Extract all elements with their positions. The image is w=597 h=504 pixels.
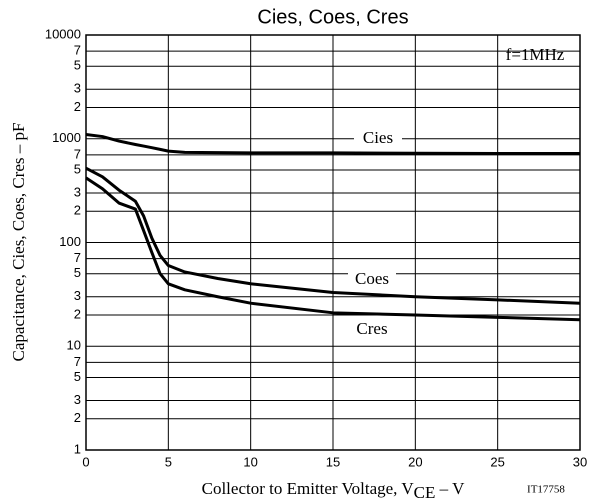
y-tick-label: 5 — [74, 161, 81, 176]
x-tick-label: 20 — [408, 454, 422, 469]
y-tick-label: 10 — [67, 338, 81, 353]
y-tick-label: 2 — [74, 306, 81, 321]
y-tick-label: 5 — [74, 369, 81, 384]
series-label-bg — [354, 129, 402, 149]
annotation: f=1MHz — [506, 45, 565, 64]
y-tick-label: 3 — [74, 81, 81, 96]
series-label-bg — [348, 270, 396, 290]
series-line — [85, 176, 581, 322]
x-axis-label-part: – V — [435, 479, 465, 498]
series-label-bg — [348, 320, 396, 340]
y-tick-label: 1000 — [52, 130, 81, 145]
chart-title: Cies, Coes, Cres — [257, 6, 408, 28]
y-tick-label: 7 — [74, 354, 81, 369]
y-tick-label: 3 — [74, 392, 81, 407]
x-axis-label-part: CE — [414, 483, 436, 502]
y-tick-label: 7 — [74, 43, 81, 58]
series-label: Coes — [355, 269, 389, 288]
x-tick-label: 5 — [165, 454, 172, 469]
x-axis-label: Collector to Emitter Voltage, VCE – V — [202, 479, 465, 502]
y-tick-label: 3 — [74, 288, 81, 303]
x-tick-label: 15 — [326, 454, 340, 469]
y-tick-label: 3 — [74, 184, 81, 199]
y-tick-label: 5 — [74, 265, 81, 280]
y-tick-label: 2 — [74, 99, 81, 114]
y-tick-label: 7 — [74, 146, 81, 161]
y-axis-label: Capacitance, Cies, Coes, Cres – pF — [9, 123, 28, 362]
plot-frame — [85, 34, 581, 451]
x-tick-label: 0 — [82, 454, 89, 469]
y-tick-label: 100 — [59, 234, 81, 249]
y-tick-label: 7 — [74, 250, 81, 265]
y-tick-label: 1 — [74, 441, 81, 456]
x-tick-label: 25 — [490, 454, 504, 469]
y-tick-label: 2 — [74, 410, 81, 425]
series-line — [85, 166, 581, 305]
x-tick-label: 30 — [573, 454, 587, 469]
x-tick-label: 10 — [243, 454, 257, 469]
annotation: IT17758 — [527, 484, 565, 496]
x-axis-label-part: Collector to Emitter Voltage, V — [202, 479, 415, 498]
y-tick-label: 5 — [74, 58, 81, 73]
series-label: Cies — [363, 128, 393, 147]
series-line — [85, 132, 580, 156]
series-label: Cres — [356, 319, 387, 338]
y-tick-label: 2 — [74, 203, 81, 218]
y-tick-label: 10000 — [45, 26, 81, 41]
